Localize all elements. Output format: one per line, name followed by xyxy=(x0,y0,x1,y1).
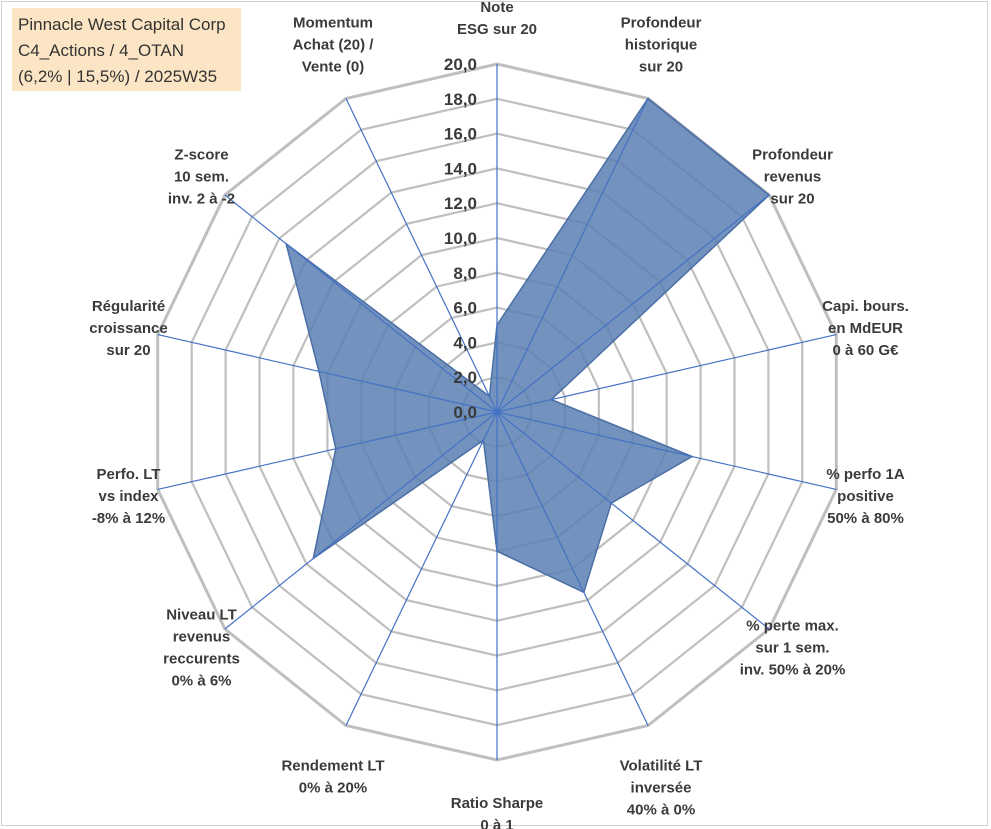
axis-spoke xyxy=(157,334,498,413)
axis-spoke xyxy=(496,194,770,413)
category-label-line: Note xyxy=(480,0,513,16)
axis-spoke xyxy=(345,411,498,726)
tick-label: 20,0 xyxy=(444,55,477,74)
tick-label: 6,0 xyxy=(453,299,477,318)
title-category: C4_Actions / 4_OTAN xyxy=(18,41,184,60)
category-label-line: Capi. bours. xyxy=(822,298,909,315)
tick-label: 12,0 xyxy=(444,194,477,213)
category-label: Régularité croissance sur 20 xyxy=(89,298,167,359)
category-label-line: reccurents xyxy=(163,651,240,668)
title-stats: (6,2% | 15,5%) / 2025W35 xyxy=(18,67,218,86)
tick-label: 2,0 xyxy=(453,368,477,387)
axis-spoke xyxy=(496,411,649,726)
category-label-line: -8% à 12% xyxy=(92,510,165,527)
category-label-line: sur 20 xyxy=(106,342,150,359)
tick-label: 4,0 xyxy=(453,333,477,352)
category-label-line: 0 à 1 xyxy=(480,817,513,829)
category-label-line: croissance xyxy=(89,320,167,337)
category-label-line: Volatilité LT xyxy=(620,758,703,775)
category-label-line: ESG sur 20 xyxy=(457,21,537,38)
title-company: Pinnacle West Capital Corp xyxy=(18,15,226,34)
category-label-line: sur 1 sem. xyxy=(755,640,829,657)
category-label-line: 0% à 6% xyxy=(171,673,231,690)
category-label-line: Momentum xyxy=(293,14,373,31)
category-label: Momentum Achat (20) / Vente (0) xyxy=(293,14,375,75)
tick-label: 16,0 xyxy=(444,125,477,144)
axis-spoke xyxy=(496,334,837,413)
category-label-line: revenus xyxy=(764,168,822,185)
category-label-line: sur 20 xyxy=(639,58,683,75)
radar-axes xyxy=(157,64,837,760)
category-label: Perfo. LT vs index -8% à 12% xyxy=(92,466,165,527)
category-label-line: 50% à 80% xyxy=(827,510,904,527)
category-label-line: historique xyxy=(625,36,698,53)
category-label: Capi. bours. en MdEUR 0 à 60 G€ xyxy=(822,298,909,359)
category-label-line: % perfo 1A xyxy=(826,466,905,483)
chart-title-box: Pinnacle West Capital Corp C4_Actions / … xyxy=(12,8,241,91)
category-label: Volatilité LT inversée 40% à 0% xyxy=(620,758,703,819)
tick-label: 10,0 xyxy=(444,229,477,248)
category-label-line: vs index xyxy=(98,488,159,505)
category-label: Profondeur historique sur 20 xyxy=(621,14,702,75)
tick-label: 0,0 xyxy=(453,403,477,422)
category-label-line: inv. 2 à -2 xyxy=(168,190,235,207)
category-label-line: Vente (0) xyxy=(302,58,365,75)
category-label: Niveau LT revenus reccurents 0% à 6% xyxy=(163,607,240,690)
category-label: % perte max. sur 1 sem. inv. 50% à 20% xyxy=(740,618,846,679)
radar-series xyxy=(284,97,771,594)
category-label-line: Z-score xyxy=(174,146,228,163)
axis-spoke xyxy=(345,98,498,413)
category-label-line: % perte max. xyxy=(746,618,839,635)
axis-spoke xyxy=(496,98,649,413)
category-label: Profondeur revenus sur 20 xyxy=(752,146,833,207)
category-label: Ratio Sharpe 0 à 1 xyxy=(451,795,544,829)
tick-label: 8,0 xyxy=(453,264,477,283)
category-label-line: Achat (20) / xyxy=(293,36,375,53)
category-label-line: 0% à 20% xyxy=(299,780,367,797)
category-label-line: Ratio Sharpe xyxy=(451,795,544,812)
category-label-line: inversée xyxy=(631,780,692,797)
category-label: Z-score 10 sem. inv. 2 à -2 xyxy=(168,146,235,207)
category-label-line: en MdEUR xyxy=(828,320,903,337)
axis-spoke xyxy=(224,194,498,413)
radial-tick-labels: 0,0 2,0 4,0 6,0 8,0 10,0 12,0 14,0 16,0 18,0 20,0 xyxy=(444,55,477,422)
category-label: Rendement LT 0% à 20% xyxy=(281,758,384,797)
axis-spoke xyxy=(496,411,837,490)
category-label-line: Perfo. LT xyxy=(97,466,161,483)
category-label: % perfo 1A positive 50% à 80% xyxy=(826,466,905,527)
category-label-line: 10 sem. xyxy=(174,168,229,185)
category-label-line: 0 à 60 G€ xyxy=(833,342,900,359)
axis-spoke xyxy=(496,411,770,630)
category-label-line: Profondeur xyxy=(621,14,702,31)
tick-label: 14,0 xyxy=(444,159,477,178)
category-label-line: inv. 50% à 20% xyxy=(740,662,846,679)
category-labels: Note ESG sur 20 Profondeur historique sur 20… xyxy=(89,0,909,829)
category-label-line: sur 20 xyxy=(770,190,814,207)
tick-label: 18,0 xyxy=(444,90,477,109)
category-label-line: Profondeur xyxy=(752,146,833,163)
category-label: Note ESG sur 20 xyxy=(457,0,537,38)
category-label-line: Régularité xyxy=(92,298,165,315)
category-label-line: Niveau LT xyxy=(166,607,237,624)
axis-spoke xyxy=(157,411,498,490)
category-label-line: 40% à 0% xyxy=(627,802,695,819)
category-label-line: positive xyxy=(837,488,894,505)
series-area xyxy=(284,97,771,594)
category-label-line: Rendement LT xyxy=(281,758,384,775)
axis-spoke xyxy=(224,411,498,630)
category-label-line: revenus xyxy=(173,629,231,646)
